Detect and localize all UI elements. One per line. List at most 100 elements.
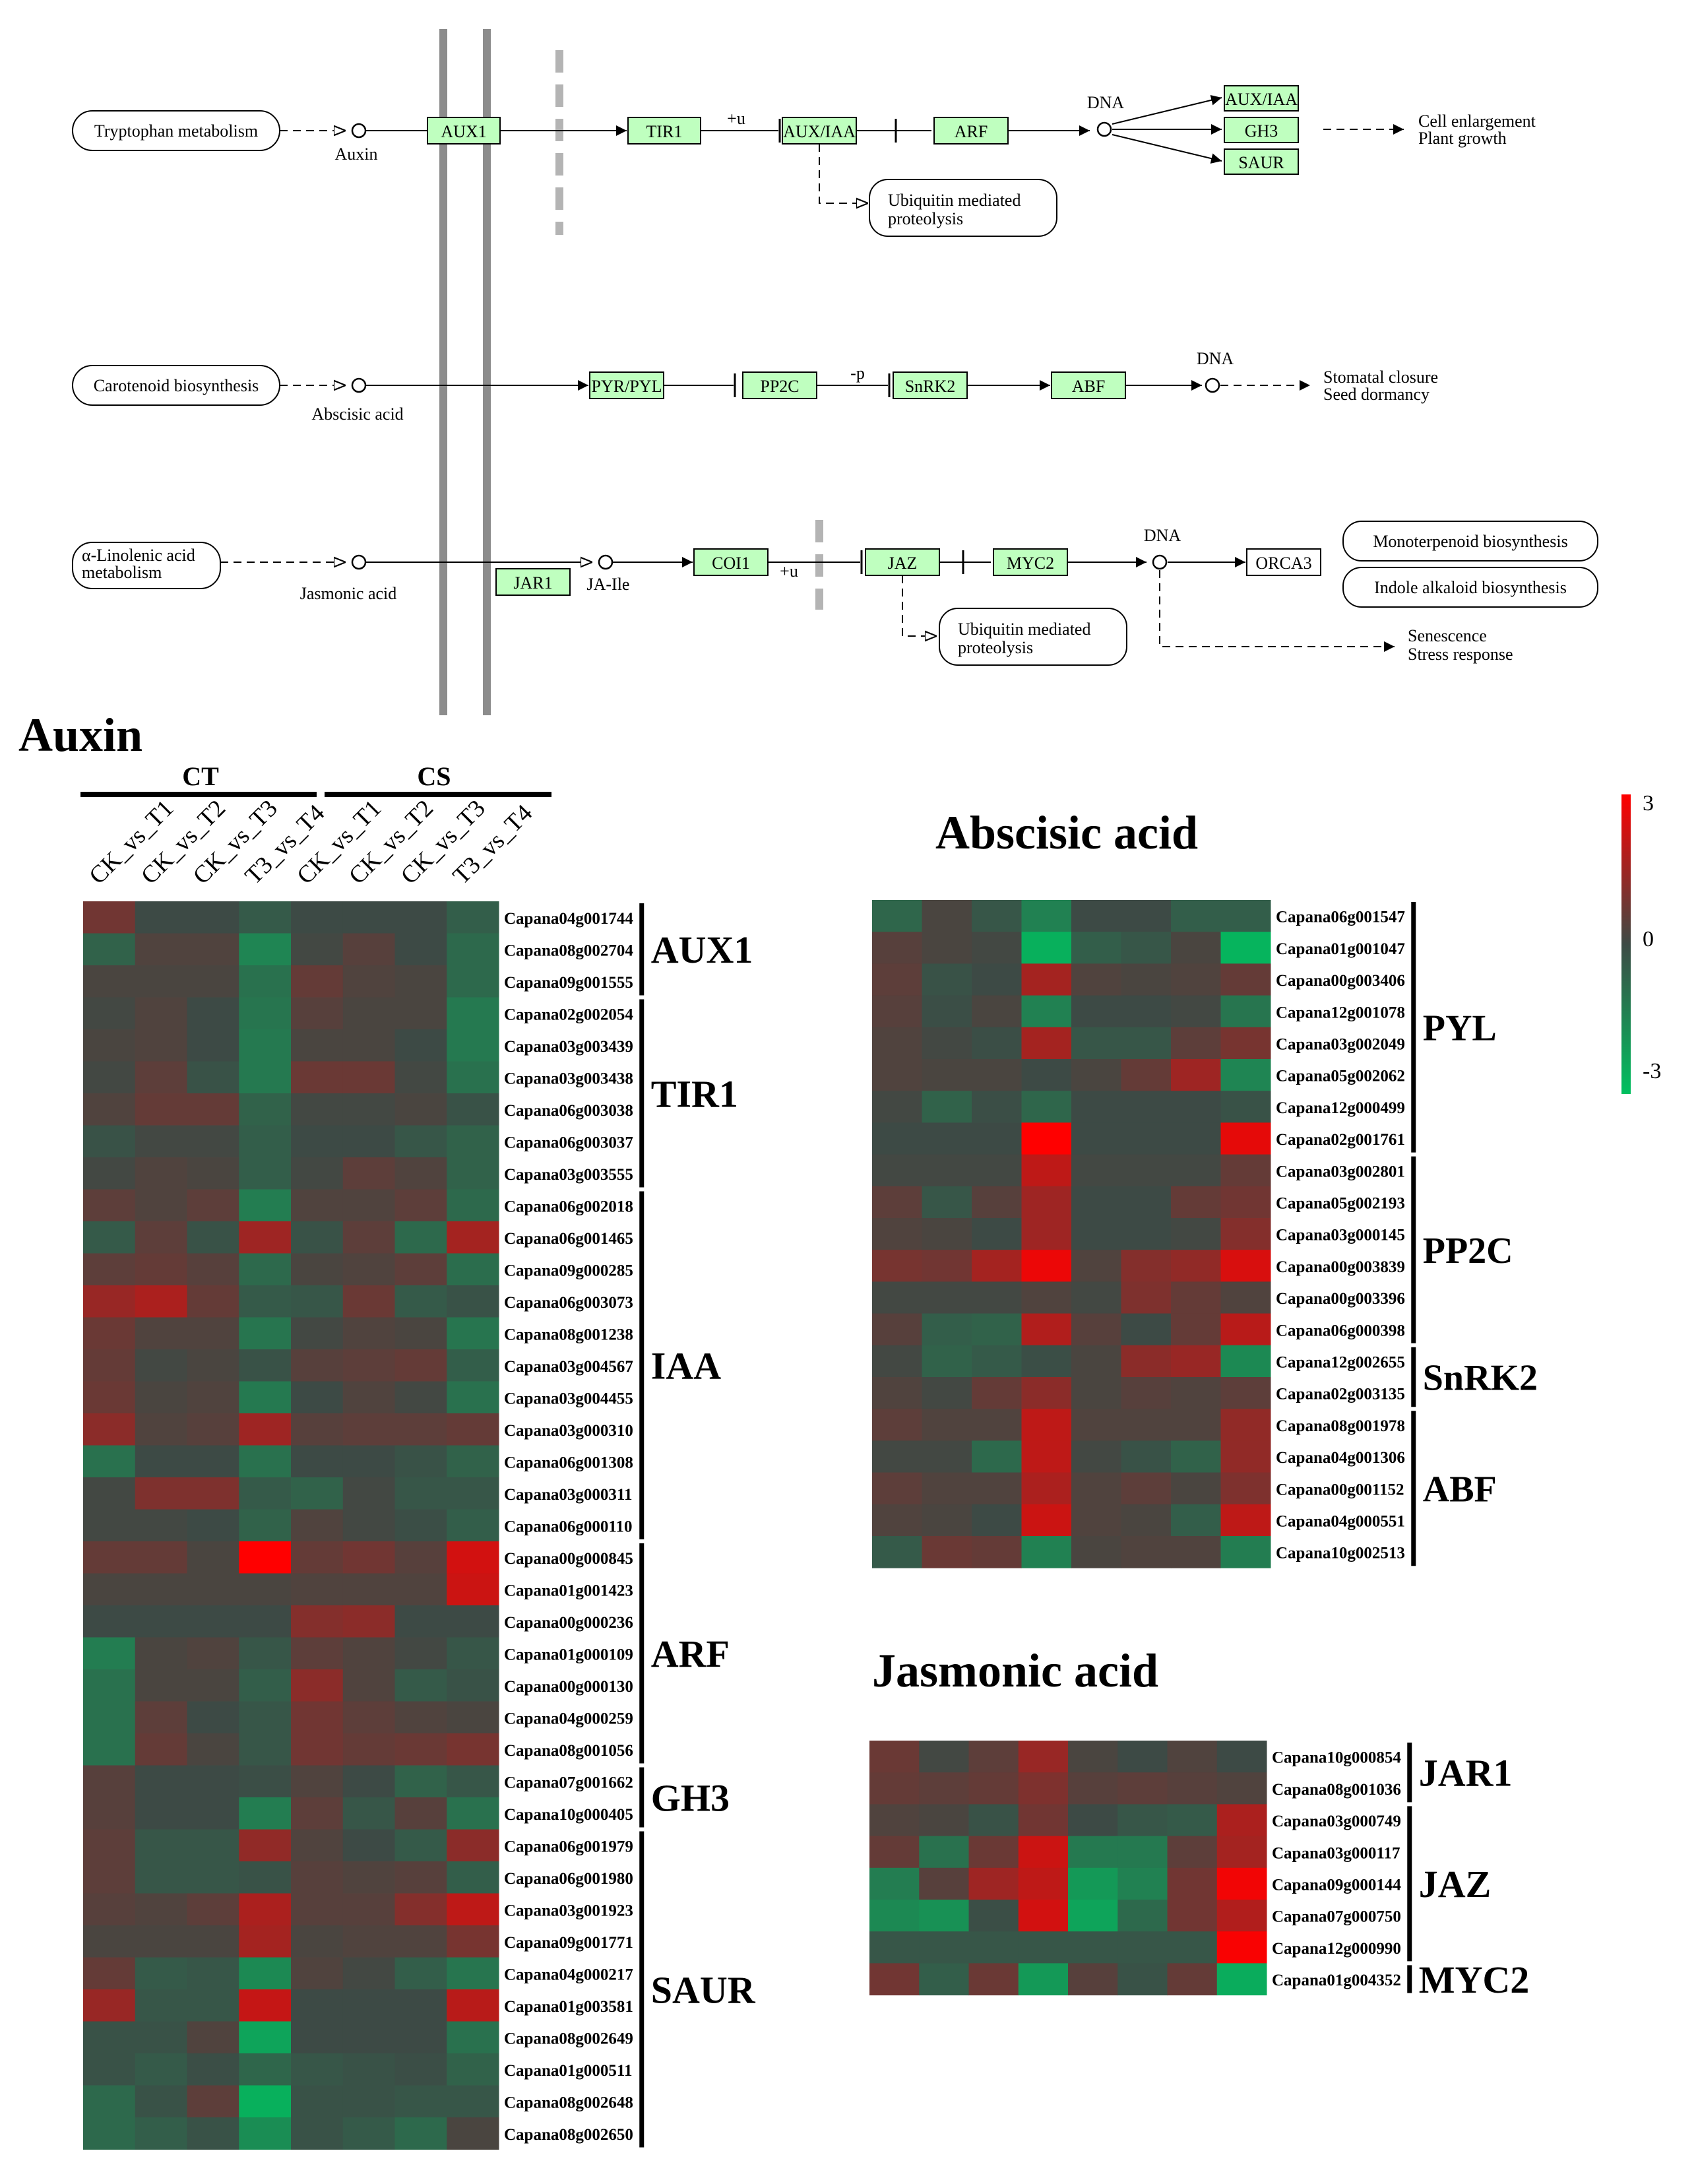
heatmap-cell bbox=[1220, 1122, 1271, 1155]
gene-box-coi1[interactable] bbox=[693, 548, 769, 576]
gene-box-aux-iaa-target[interactable] bbox=[1224, 85, 1299, 112]
heatmap-cell bbox=[239, 1797, 292, 1830]
heatmap-cell bbox=[922, 1345, 972, 1378]
gene-aux1-label: AUX1 bbox=[441, 122, 486, 141]
heatmap-cell bbox=[342, 965, 395, 998]
heatmap-cell bbox=[342, 1221, 395, 1254]
heatmap-cell bbox=[342, 1253, 395, 1286]
gene-row-label: Capana08g001238 bbox=[504, 1326, 633, 1343]
heatmap-cell bbox=[1018, 1772, 1069, 1805]
heatmap-cell bbox=[291, 933, 344, 966]
gene-family-label: SnRK2 bbox=[1423, 1358, 1538, 1399]
gene-jar1-label: JAR1 bbox=[513, 573, 552, 593]
aba-dna-node[interactable] bbox=[1205, 377, 1220, 393]
gene-row-label: Capana03g000311 bbox=[504, 1486, 632, 1504]
heatmap-cell bbox=[1121, 1440, 1172, 1473]
gene-box-pyr-pyl[interactable] bbox=[589, 371, 664, 399]
ubiquitin-proteolysis-node-auxin[interactable] bbox=[869, 179, 1057, 237]
heatmap-cell bbox=[239, 1893, 292, 1926]
auxin-dna-node[interactable] bbox=[1096, 121, 1112, 137]
gene-row-label: Capana03g003439 bbox=[504, 1038, 633, 1056]
heatmap-cell bbox=[1220, 995, 1271, 1028]
heatmap-cell bbox=[239, 2085, 292, 2118]
colorbar-min-label: -3 bbox=[1643, 1059, 1661, 1083]
gene-row-label: Capana08g002704 bbox=[504, 942, 633, 959]
gene-box-snrk2[interactable] bbox=[893, 371, 968, 399]
heatmap-cell bbox=[872, 1440, 922, 1473]
carotenoid-biosynthesis-label: Carotenoid biosynthesis bbox=[94, 376, 259, 395]
membrane-line-2 bbox=[483, 29, 491, 715]
heatmap-cell bbox=[1021, 1377, 1072, 1409]
heatmap-cell bbox=[922, 1186, 972, 1219]
ja-ile-compound[interactable] bbox=[598, 554, 613, 570]
jasmonic-acid-compound[interactable] bbox=[351, 554, 367, 570]
heatmap-cell bbox=[872, 1409, 922, 1441]
orca3-label: ORCA3 bbox=[1255, 554, 1311, 573]
gene-row-label: Capana06g001465 bbox=[504, 1230, 633, 1248]
heatmap-cell bbox=[1220, 1504, 1271, 1537]
heatmap-cell bbox=[394, 1797, 447, 1830]
gene-snrk2-label: SnRK2 bbox=[905, 377, 956, 396]
ubiquitination-label: +u bbox=[727, 109, 745, 128]
heatmap-cell bbox=[1121, 1027, 1172, 1060]
heatmap-cell bbox=[187, 1701, 239, 1734]
heatmap-cell bbox=[239, 1509, 292, 1542]
heatmap-cell bbox=[1220, 1186, 1271, 1219]
heatmap-cell bbox=[1220, 1440, 1271, 1473]
gene-row-label: Capana00g003406 bbox=[1276, 972, 1405, 990]
ja-heatmap: Capana10g000854 Capana08g001036 Capana03g0… bbox=[869, 1741, 1529, 2001]
abscisic-acid-compound[interactable] bbox=[351, 377, 367, 393]
heatmap-cell bbox=[342, 1413, 395, 1446]
ja-dna-node[interactable] bbox=[1152, 554, 1168, 570]
heatmap-cell bbox=[135, 2085, 187, 2118]
heatmap-cell bbox=[922, 1536, 972, 1568]
gene-box-myc2[interactable] bbox=[993, 548, 1068, 576]
heatmap-cell bbox=[968, 1931, 1019, 1964]
auxin-compound-label: Auxin bbox=[335, 145, 378, 164]
auxin-compound[interactable] bbox=[351, 123, 367, 139]
heatmap-cell bbox=[83, 1285, 136, 1318]
ubiquitin-proteolysis-node-ja[interactable] bbox=[939, 608, 1127, 666]
tryptophan-metabolism-label: Tryptophan metabolism bbox=[94, 121, 258, 141]
heatmap-cell bbox=[1021, 1440, 1072, 1473]
heatmap-cell bbox=[135, 1189, 187, 1222]
jasmonic-acid-title: Jasmonic acid bbox=[872, 1644, 1158, 1697]
gene-box-gh3[interactable] bbox=[1224, 117, 1299, 143]
heatmap-cell bbox=[187, 1733, 239, 1766]
heatmap-cell bbox=[187, 1253, 239, 1286]
aba-pathway-row: Carotenoid biosynthesis Abscisic acid PY… bbox=[72, 349, 1438, 424]
gene-box-arf[interactable] bbox=[933, 117, 1009, 145]
heatmap-cell bbox=[1171, 1472, 1221, 1505]
monoterpenoid-biosynthesis-node[interactable] bbox=[1342, 521, 1598, 562]
heatmap-cell bbox=[447, 1669, 499, 1702]
heatmap-cell bbox=[869, 1867, 920, 1900]
heatmap-cell bbox=[1018, 1963, 1069, 1996]
heatmap-cell bbox=[342, 1637, 395, 1670]
orca3-box[interactable] bbox=[1246, 548, 1321, 576]
gene-row-label: Capana12g000990 bbox=[1272, 1940, 1401, 1958]
heatmap-cell bbox=[83, 2021, 136, 2054]
gene-box-pp2c[interactable] bbox=[742, 371, 817, 399]
heatmap-cell bbox=[922, 1440, 972, 1473]
gene-box-jar1[interactable] bbox=[495, 568, 571, 596]
heatmap-cell bbox=[394, 1061, 447, 1094]
heatmap-cell bbox=[187, 1445, 239, 1478]
heatmap-cell bbox=[1021, 1536, 1072, 1568]
indole-alkaloid-biosynthesis-node[interactable] bbox=[1342, 567, 1598, 608]
heatmap-cell bbox=[922, 1409, 972, 1441]
heatmap-cell bbox=[447, 1029, 499, 1062]
heatmap-cell bbox=[1121, 1091, 1172, 1123]
heatmap-cell bbox=[239, 1349, 292, 1382]
heatmap-cell bbox=[972, 995, 1022, 1028]
gene-family-label: IAA bbox=[651, 1345, 721, 1388]
gene-box-saur[interactable] bbox=[1224, 148, 1299, 175]
heatmap-cell bbox=[1220, 1154, 1271, 1187]
linolenic-acid-metabolism-node[interactable] bbox=[72, 542, 221, 589]
heatmap-cell bbox=[1171, 1186, 1221, 1219]
heatmap-cell bbox=[135, 1157, 187, 1190]
heatmap-cell bbox=[291, 1221, 344, 1254]
heatmap-cell bbox=[1021, 1122, 1072, 1155]
heatmap-cell bbox=[135, 1445, 187, 1478]
gene-box-jaz[interactable] bbox=[865, 548, 940, 576]
heatmap-cell bbox=[872, 1536, 922, 1568]
